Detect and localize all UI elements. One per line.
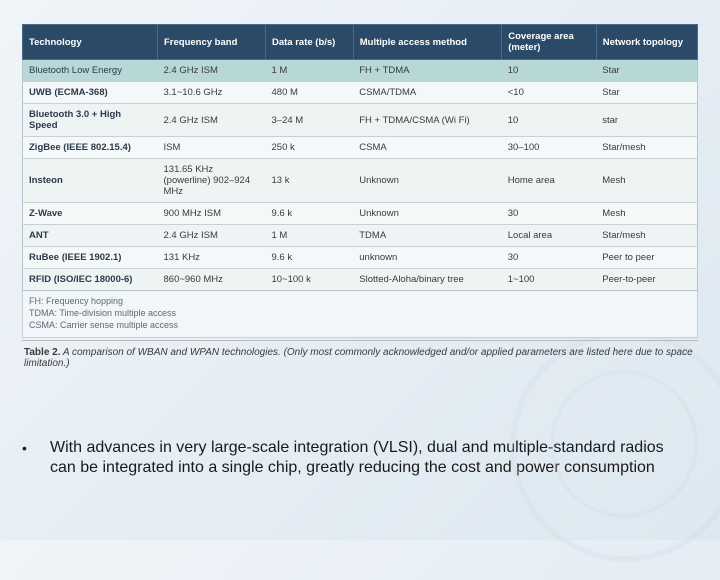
table-cell: ANT: [23, 225, 158, 247]
table-cell: ZigBee (IEEE 802.15.4): [23, 137, 158, 159]
table-cell: Mesh: [596, 203, 697, 225]
table-cell: 10: [502, 60, 597, 82]
table-cell: 1 M: [266, 225, 354, 247]
table-cell: star: [596, 104, 697, 137]
table-cell: Home area: [502, 159, 597, 203]
table-cell: 13 k: [266, 159, 354, 203]
table-cell: Local area: [502, 225, 597, 247]
caption-text: A comparison of WBAN and WPAN technologi…: [24, 347, 693, 369]
table-cell: 9.6 k: [266, 203, 354, 225]
table-cell: 30: [502, 203, 597, 225]
table-cell: 131.65 KHz (powerline) 902–924 MHz: [158, 159, 266, 203]
table-row: RFID (ISO/IEC 18000-6)860~960 MHz10~100 …: [23, 269, 698, 291]
table-cell: 30–100: [502, 137, 597, 159]
table-cell: 860~960 MHz: [158, 269, 266, 291]
col-topology: Network topology: [596, 25, 697, 60]
table-row: ZigBee (IEEE 802.15.4)ISM250 kCSMA30–100…: [23, 137, 698, 159]
table-cell: unknown: [353, 247, 502, 269]
table-cell: Star/mesh: [596, 137, 697, 159]
bullet-marker-icon: •: [22, 440, 27, 458]
table-row: Bluetooth Low Energy2.4 GHz ISM1 MFH + T…: [23, 60, 698, 82]
table-cell: 2.4 GHz ISM: [158, 225, 266, 247]
table-cell: Unknown: [353, 203, 502, 225]
table-cell: RFID (ISO/IEC 18000-6): [23, 269, 158, 291]
table-row: UWB (ECMA-368)3.1~10.6 GHz480 MCSMA/TDMA…: [23, 82, 698, 104]
table-cell: Bluetooth 3.0 + High Speed: [23, 104, 158, 137]
wpan-table: Technology Frequency band Data rate (b/s…: [22, 24, 698, 291]
table-cell: UWB (ECMA-368): [23, 82, 158, 104]
bullet-point: • With advances in very large-scale inte…: [40, 438, 680, 478]
col-technology: Technology: [23, 25, 158, 60]
table-cell: 30: [502, 247, 597, 269]
legend-line: CSMA: Carrier sense multiple access: [29, 319, 691, 331]
table-row: RuBee (IEEE 1902.1)131 KHz9.6 kunknown30…: [23, 247, 698, 269]
table-cell: Peer-to-peer: [596, 269, 697, 291]
table-row: Bluetooth 3.0 + High Speed2.4 GHz ISM3–2…: [23, 104, 698, 137]
table-cell: 1~100: [502, 269, 597, 291]
table-cell: Slotted-Aloha/binary tree: [353, 269, 502, 291]
table-cell: <10: [502, 82, 597, 104]
table-row: Z-Wave900 MHz ISM9.6 kUnknown30Mesh: [23, 203, 698, 225]
table-cell: Unknown: [353, 159, 502, 203]
table-cell: Star: [596, 60, 697, 82]
slide-content: Technology Frequency band Data rate (b/s…: [0, 0, 720, 369]
table-cell: Insteon: [23, 159, 158, 203]
table-cell: FH + TDMA: [353, 60, 502, 82]
table-cell: 250 k: [266, 137, 354, 159]
table-cell: 900 MHz ISM: [158, 203, 266, 225]
table-cell: RuBee (IEEE 1902.1): [23, 247, 158, 269]
table-cell: 2.4 GHz ISM: [158, 104, 266, 137]
table-row: Insteon131.65 KHz (powerline) 902–924 MH…: [23, 159, 698, 203]
legend-block: FH: Frequency hopping TDMA: Time-divisio…: [22, 291, 698, 338]
table-cell: Star/mesh: [596, 225, 697, 247]
table-cell: 3–24 M: [266, 104, 354, 137]
table-cell: Peer to peer: [596, 247, 697, 269]
bullet-text: With advances in very large-scale integr…: [40, 438, 680, 478]
table-cell: 10~100 k: [266, 269, 354, 291]
col-coverage: Coverage area (meter): [502, 25, 597, 60]
col-access: Multiple access method: [353, 25, 502, 60]
table-cell: Z-Wave: [23, 203, 158, 225]
legend-line: TDMA: Time-division multiple access: [29, 307, 691, 319]
caption-label: Table 2.: [24, 347, 61, 358]
table-cell: 1 M: [266, 60, 354, 82]
table-cell: FH + TDMA/CSMA (Wi Fi): [353, 104, 502, 137]
table-body: Bluetooth Low Energy2.4 GHz ISM1 MFH + T…: [23, 60, 698, 291]
table-cell: ISM: [158, 137, 266, 159]
legend-line: FH: Frequency hopping: [29, 295, 691, 307]
table-caption: Table 2. A comparison of WBAN and WPAN t…: [22, 340, 698, 369]
table-cell: Star: [596, 82, 697, 104]
table-cell: Bluetooth Low Energy: [23, 60, 158, 82]
table-header-row: Technology Frequency band Data rate (b/s…: [23, 25, 698, 60]
table-cell: Mesh: [596, 159, 697, 203]
table-row: ANT2.4 GHz ISM1 MTDMALocal areaStar/mesh: [23, 225, 698, 247]
table-cell: CSMA: [353, 137, 502, 159]
col-frequency: Frequency band: [158, 25, 266, 60]
table-cell: 131 KHz: [158, 247, 266, 269]
table-cell: CSMA/TDMA: [353, 82, 502, 104]
col-datarate: Data rate (b/s): [266, 25, 354, 60]
table-cell: TDMA: [353, 225, 502, 247]
table-cell: 2.4 GHz ISM: [158, 60, 266, 82]
table-cell: 480 M: [266, 82, 354, 104]
table-cell: 10: [502, 104, 597, 137]
table-cell: 9.6 k: [266, 247, 354, 269]
table-cell: 3.1~10.6 GHz: [158, 82, 266, 104]
